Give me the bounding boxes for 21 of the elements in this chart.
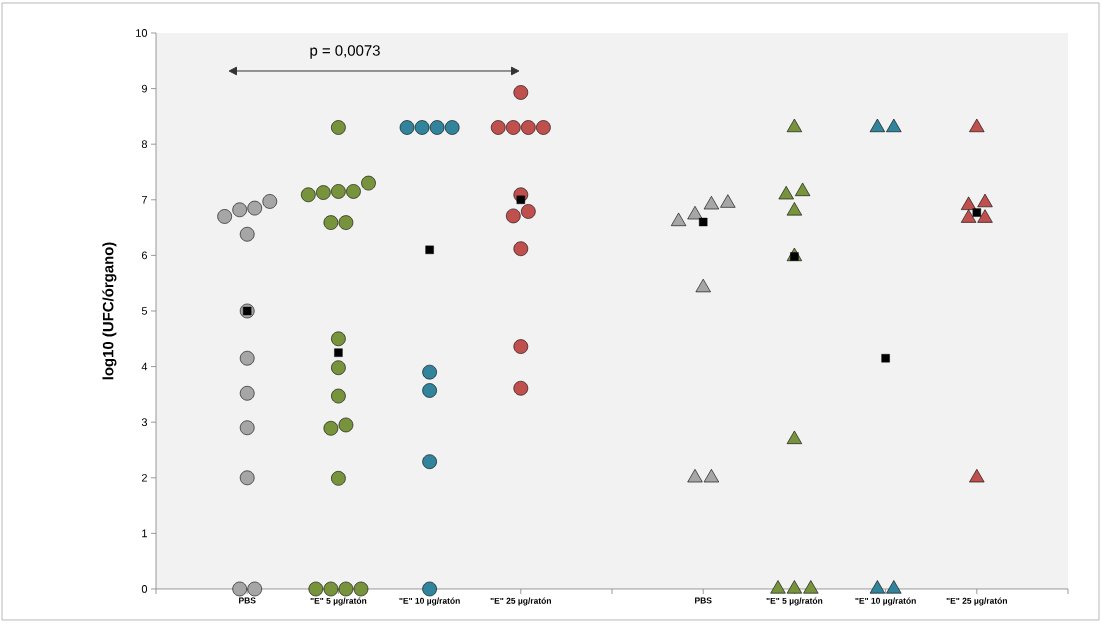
- y-tick-label: 2: [141, 473, 147, 482]
- y-tick-label: 10: [136, 29, 148, 37]
- y-tick-label: 0: [141, 585, 148, 593]
- y-tick-label: 9: [141, 84, 147, 93]
- x-tick-label: "E" 25 µg/ratón: [946, 597, 1007, 606]
- x-tick-label: "E" 25 µg/ratón: [490, 597, 551, 606]
- y-tick-label: 4: [141, 362, 148, 371]
- x-tick-label: "E" 10 µg/ratón: [855, 597, 916, 606]
- y-tick-label: 8: [141, 140, 148, 149]
- y-axis-title: log10 (UFC/órgano): [102, 242, 117, 380]
- x-tick-label: PBS: [239, 597, 256, 604]
- x-tick-label: "E" 10 µg/ratón: [399, 597, 460, 606]
- y-tick-label: 6: [141, 251, 148, 260]
- y-tick-label: 7: [141, 196, 147, 204]
- x-tick-label: "E" 5 µg/ratón: [310, 597, 367, 606]
- x-tick-label: "E" 5 µg/ratón: [766, 597, 823, 606]
- y-tick-label: 1: [142, 529, 147, 538]
- y-tick-label: 5: [141, 307, 148, 315]
- annotation: p = 0,0073: [310, 45, 380, 59]
- x-tick-label: PBS: [695, 597, 712, 604]
- y-tick-label: 3: [141, 418, 148, 427]
